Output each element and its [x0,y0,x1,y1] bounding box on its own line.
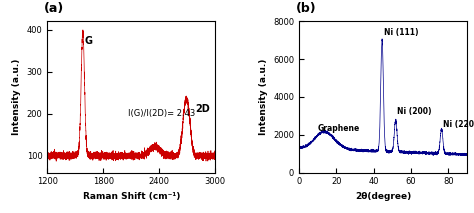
Text: G: G [84,36,92,46]
Text: Ni (200): Ni (200) [397,107,432,116]
Text: Graphene: Graphene [318,124,360,133]
Text: I(G)/I(2D)= 2.43: I(G)/I(2D)= 2.43 [128,109,195,118]
Y-axis label: Intensity (a.u.): Intensity (a.u.) [12,59,21,135]
Text: 2D: 2D [195,104,210,114]
X-axis label: Raman Shift (cm⁻¹): Raman Shift (cm⁻¹) [82,192,180,201]
Y-axis label: Intensity (a.u.): Intensity (a.u.) [258,59,267,135]
X-axis label: 2θ(degree): 2θ(degree) [355,192,411,201]
Text: (b): (b) [296,2,316,15]
Text: Ni (111): Ni (111) [384,27,419,37]
Text: Ni (220): Ni (220) [443,120,474,129]
Text: (a): (a) [44,2,64,15]
